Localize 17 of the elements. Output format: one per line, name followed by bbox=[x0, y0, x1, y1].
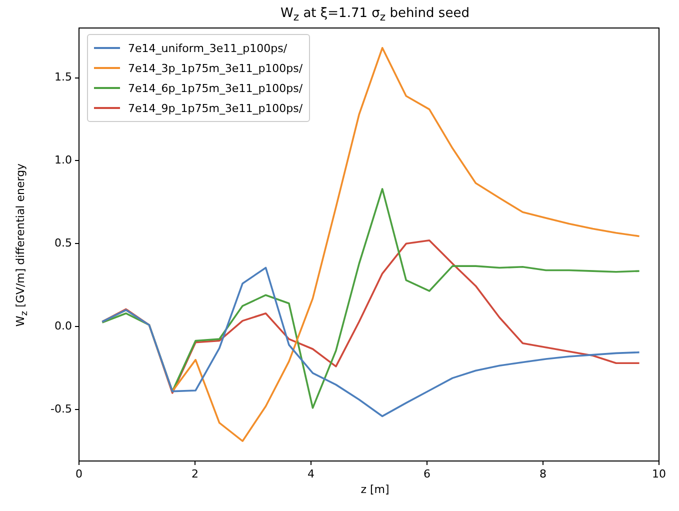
y-tick-label: -0.5 bbox=[50, 402, 72, 416]
x-axis-title: z [m] bbox=[360, 483, 390, 496]
y-tick-label: 1.0 bbox=[54, 154, 72, 167]
chart-title: W$_{z}$ at ξ=1.71 σ$_{z}$ behind seed bbox=[280, 6, 470, 24]
y-tick-label: 0.0 bbox=[54, 319, 72, 332]
x-tick-label: 6 bbox=[424, 467, 430, 480]
legend-label: 7e14_3p_1p75m_3e11_p100ps/ bbox=[128, 62, 303, 74]
x-tick-label: 2 bbox=[192, 467, 198, 480]
x-tick-label: 0 bbox=[76, 467, 82, 480]
x-tick-label: 8 bbox=[540, 467, 546, 480]
x-tick-label: 4 bbox=[308, 467, 314, 480]
x-tick-label: 10 bbox=[652, 467, 666, 480]
legend-label: 7e14_6p_1p75m_3e11_p100ps/ bbox=[128, 82, 303, 94]
y-tick-label: 0.5 bbox=[54, 236, 72, 250]
legend-label: 7e14_uniform_3e11_p100ps/ bbox=[128, 42, 288, 54]
y-tick-label: 1.5 bbox=[54, 70, 72, 84]
legend-label: 7e14_9p_1p75m_3e11_p100ps/ bbox=[128, 102, 303, 114]
